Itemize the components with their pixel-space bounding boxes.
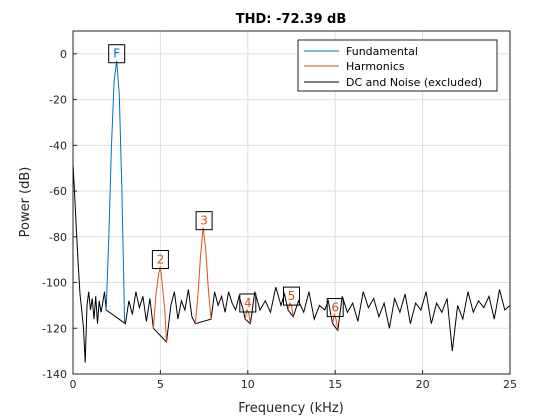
chart-title: THD: -72.39 dB [236,12,347,27]
y-tick-label: -60 [49,185,67,198]
x-tick-label: 0 [70,378,77,391]
series-line-harmonics [194,227,212,324]
legend-label-harmonics: Harmonics [346,60,405,73]
plot-frame [72,30,511,375]
harmonic-marker: 6 [326,298,344,318]
series-line-harmonics [152,266,167,343]
y-axis-label: Power (dB) [18,167,33,238]
y-tick-label: -120 [42,322,67,335]
marker-box [239,293,257,313]
marker-label: F [113,47,120,61]
y-tick-label: -80 [49,231,67,244]
y-tick-label: -140 [42,368,67,381]
marker-label: 3 [200,214,208,228]
harmonic-marker: 2 [151,250,169,270]
x-tick-label: 15 [328,378,342,391]
harmonic-marker: 5 [283,286,300,306]
y-tick-label: 0 [60,48,67,61]
marker-box [195,211,213,231]
harmonic-marker: F [108,44,126,64]
series-line-fundamental [105,60,126,324]
marker-box [326,298,344,318]
marker-label: 4 [244,296,252,310]
marker-label: 5 [288,289,296,303]
legend: Fundamental Harmonics DC and Noise (excl… [297,39,498,92]
marker-box [283,286,300,306]
harmonic-marker: 3 [195,211,213,231]
marker-label: 6 [331,301,339,315]
harmonic-markers: F 2 3 4 5 6 [108,44,344,318]
x-tick-label: 10 [241,378,255,391]
legend-label-fundamental: Fundamental [346,45,418,58]
x-axis-label: Frequency (kHz) [238,401,344,416]
x-tick-label: 20 [416,378,430,391]
y-tick-label: -40 [49,139,67,152]
series-line-harmonics [244,308,251,324]
axis-ticks: 0 5 10 15 20 250-20-40-60-80-100-120-140 [42,48,517,391]
marker-label: 2 [157,253,165,267]
marker-box [151,250,169,270]
series-layer [72,60,511,363]
x-tick-label: 25 [503,378,517,391]
marker-box [108,44,126,64]
harmonic-marker: 4 [239,293,257,313]
series-line-dc-and-noise-excluded [72,163,511,363]
y-tick-label: -100 [42,277,67,290]
x-tick-label: 5 [157,378,164,391]
y-tick-label: -20 [49,94,67,107]
legend-label-noise: DC and Noise (excluded) [346,76,482,89]
series-line-harmonics [287,301,294,317]
